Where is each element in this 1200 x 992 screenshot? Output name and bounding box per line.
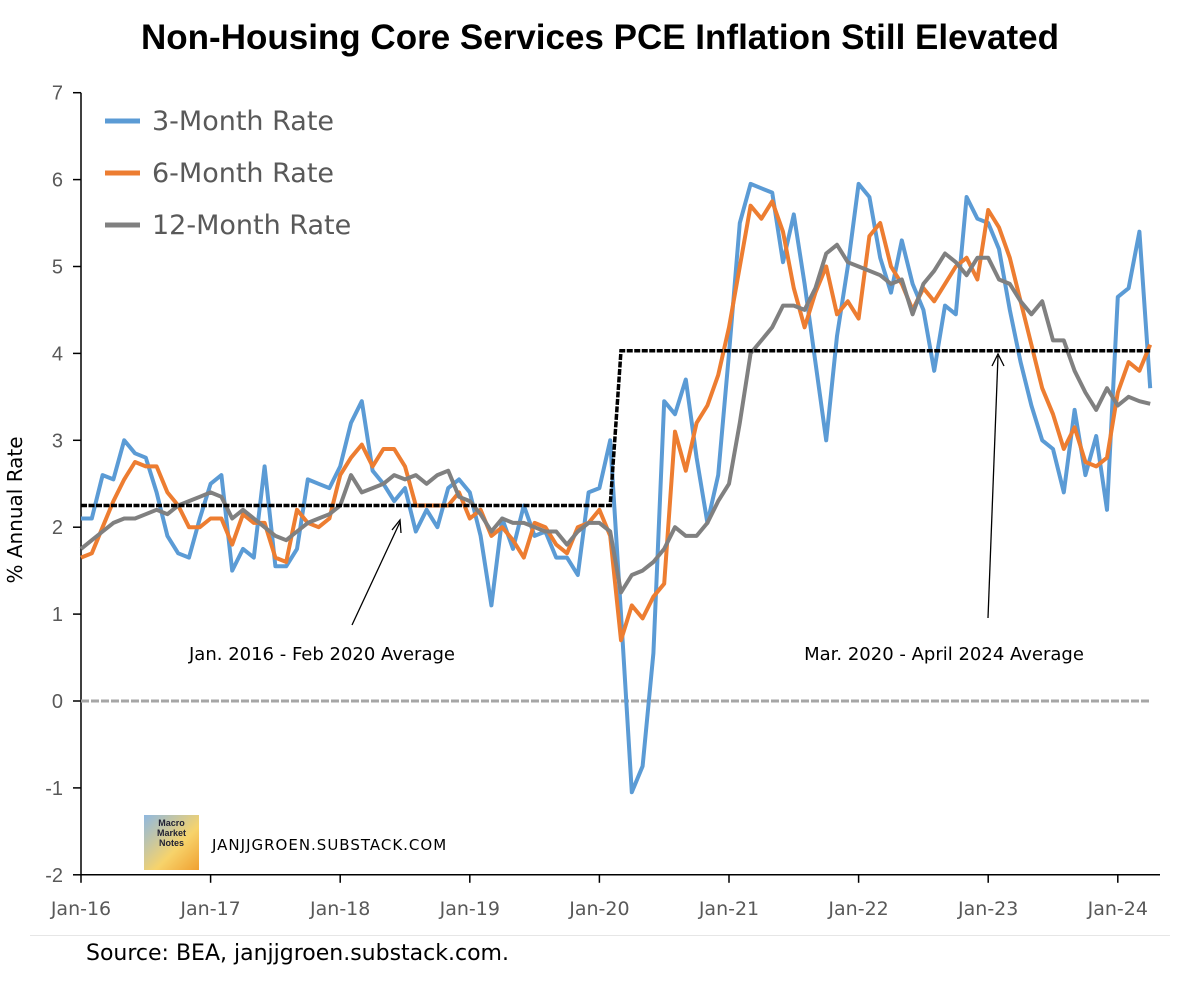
x-tick-label: Jan-20 (568, 898, 629, 920)
y-tick-label: -2 (45, 865, 63, 887)
average-step-line (81, 349, 1151, 508)
y-tick-label: 0 (52, 691, 63, 713)
logo: Macro Market Notes (144, 815, 199, 870)
y-axis-label: % Annual Rate (3, 436, 27, 583)
x-tick-label: Jan-19 (439, 898, 500, 920)
y-tick-label: 1 (52, 604, 63, 626)
arrowhead-icon (991, 352, 1005, 367)
legend-label: 6-Month Rate (152, 158, 334, 189)
annotation-arrow-post (987, 355, 999, 619)
y-tick-label: 6 (52, 170, 63, 192)
series-line-3 (79, 242, 1151, 595)
x-tick-label: Jan-18 (309, 898, 370, 920)
y-tick-label: -1 (45, 778, 63, 800)
y-tick-label: 3 (52, 430, 63, 452)
x-tick-label: Jan-23 (957, 898, 1018, 920)
y-tick-label: 7 (52, 83, 63, 105)
x-tick-label: Jan-16 (50, 898, 111, 920)
x-tick-label: Jan-17 (179, 898, 240, 920)
chart-title: Non-Housing Core Services PCE Inflation … (141, 18, 1059, 57)
y-tick-label: 4 (52, 343, 63, 365)
source-note: Source: BEA, janjjgroen.substack.com. (86, 941, 509, 966)
y-tick-label: 5 (52, 257, 63, 279)
site-watermark: JANJJGROEN.SUBSTACK.COM (212, 836, 448, 854)
y-tick-label: 2 (52, 517, 63, 539)
divider (30, 935, 1170, 936)
legend-label: 12-Month Rate (152, 210, 351, 241)
series-line-1 (81, 181, 1153, 795)
annotation-arrow-pre (351, 521, 401, 626)
arrowhead-icon (391, 518, 402, 534)
legend-label: 3-Month Rate (152, 106, 334, 137)
x-tick-label: Jan-22 (827, 898, 888, 920)
annotation-label-pre: Jan. 2016 - Feb 2020 Average (188, 644, 455, 665)
x-tick-label: Jan-21 (698, 898, 759, 920)
annotation-label-post: Mar. 2020 - April 2024 Average (804, 644, 1084, 665)
x-tick-label: Jan-24 (1087, 898, 1148, 920)
